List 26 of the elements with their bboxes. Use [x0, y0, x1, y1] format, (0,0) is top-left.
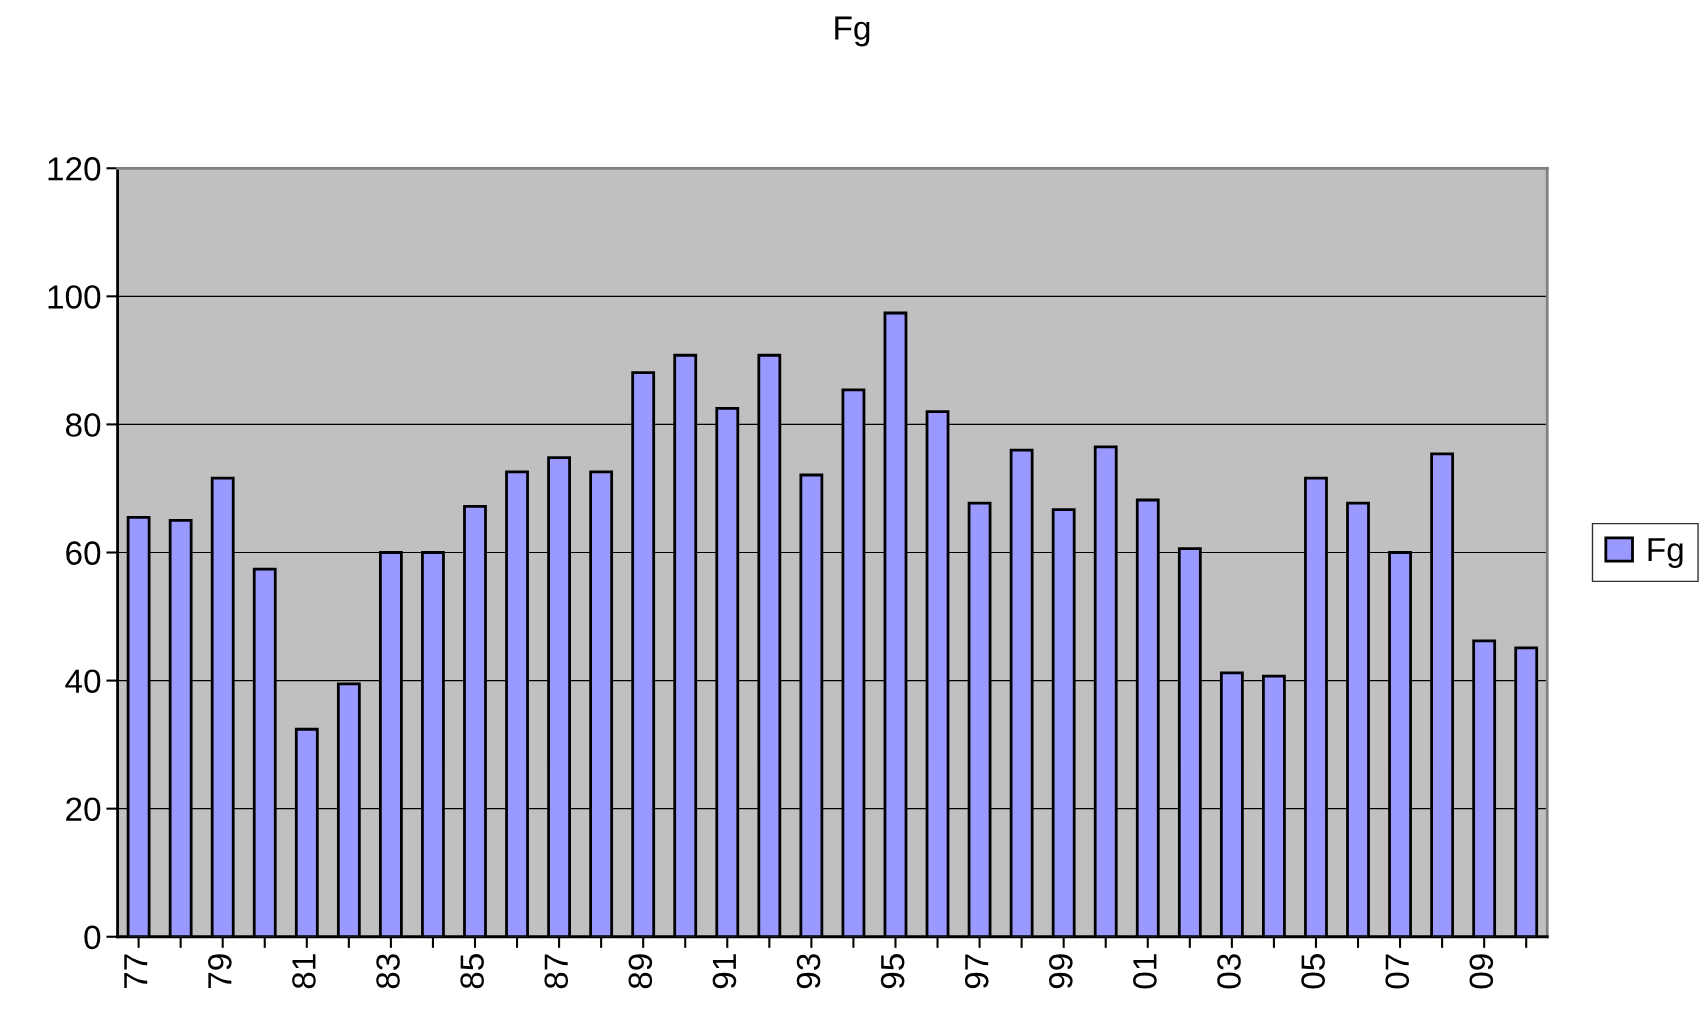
x-tick-label: 09	[1469, 954, 1494, 989]
x-tick-label: 85	[460, 954, 484, 989]
y-tick-label: 80	[65, 413, 101, 437]
x-tick-label: 79	[208, 954, 232, 989]
y-tick-label: 120	[48, 157, 101, 181]
y-tick-label: 20	[66, 797, 101, 822]
x-tick-label: 05	[1301, 954, 1325, 989]
x-tick-label: 93	[796, 954, 821, 989]
legend-label: Fg	[1648, 538, 1683, 569]
y-tick-label: 100	[48, 285, 101, 309]
y-tick-label: 60	[66, 541, 101, 565]
x-tick-label: 03	[1217, 954, 1241, 989]
x-tick-label: 01	[1133, 954, 1157, 989]
x-tick-label: 87	[544, 954, 569, 989]
x-tick-label: 83	[376, 954, 400, 989]
x-tick-label: 95	[880, 954, 905, 989]
y-tick-label: 40	[65, 669, 101, 693]
x-tick-label: 89	[628, 954, 653, 989]
x-tick-label: 99	[1049, 954, 1073, 989]
chart-title: Fg	[835, 16, 870, 47]
x-tick-label: 77	[124, 954, 148, 989]
y-tick-label: 0	[84, 925, 101, 950]
x-tick-label: 07	[1385, 954, 1410, 989]
x-tick-label: 91	[712, 954, 737, 989]
x-tick-label: 81	[292, 954, 316, 989]
x-tick-label: 97	[964, 954, 989, 989]
